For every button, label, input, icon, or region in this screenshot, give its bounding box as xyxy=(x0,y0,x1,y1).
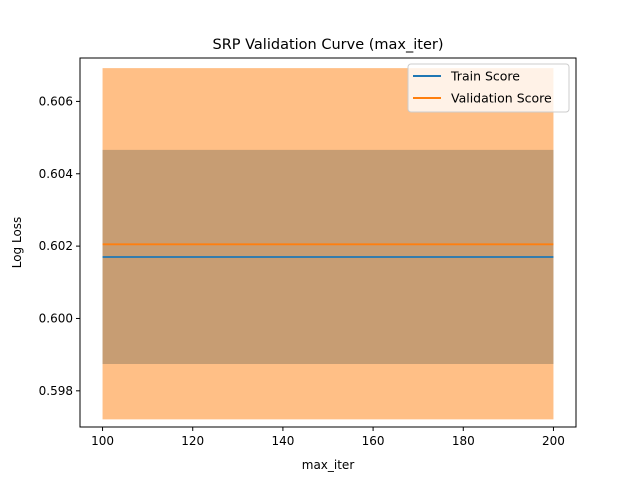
legend-label-train-score: Train Score xyxy=(450,69,520,84)
plot-frame xyxy=(79,57,577,428)
legend-box xyxy=(407,63,570,113)
x-axis-label: max_iter xyxy=(302,458,355,472)
y-axis-label: Log Loss xyxy=(10,217,24,269)
x-tick-label: 160 xyxy=(362,434,385,448)
y-tick-label: 0.602 xyxy=(39,239,73,253)
x-axis-ticks: 100 120 140 160 180 200 xyxy=(91,427,565,448)
legend: Train Score Validation Score xyxy=(407,63,570,113)
x-tick-label: 100 xyxy=(91,434,114,448)
x-tick-label: 200 xyxy=(542,434,565,448)
legend-label-validation-score: Validation Score xyxy=(451,91,552,106)
series-lines xyxy=(102,243,554,258)
x-tick-label: 120 xyxy=(181,434,204,448)
y-tick-label: 0.598 xyxy=(39,384,73,398)
y-axis-ticks: 0.598 0.600 0.602 0.604 0.606 xyxy=(39,94,80,398)
y-tick-label: 0.604 xyxy=(39,167,73,181)
chart-title: SRP Validation Curve (max_iter) xyxy=(213,37,444,53)
y-tick-label: 0.606 xyxy=(39,94,73,108)
x-tick-label: 180 xyxy=(452,434,475,448)
y-tick-label: 0.600 xyxy=(39,311,73,325)
x-tick-label: 140 xyxy=(271,434,294,448)
